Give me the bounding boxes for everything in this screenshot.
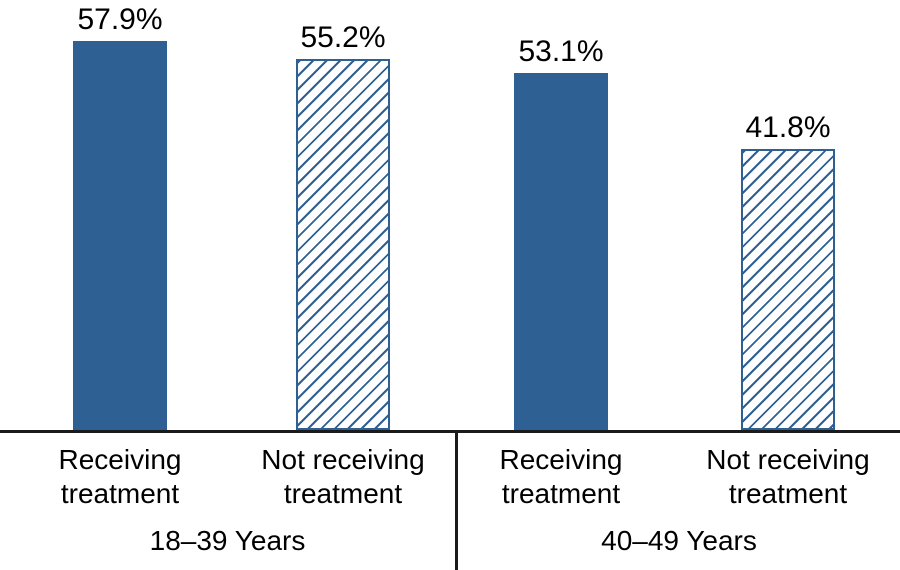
bar-slot-40-49-receiving: 53.1% [461, 0, 661, 430]
group-divider-line [455, 430, 458, 570]
bar-slot-40-49-not-receiving: 41.8% [688, 0, 888, 430]
bar-slot-18-39-receiving: 57.9% [20, 0, 220, 430]
bar-18-39-receiving [73, 41, 167, 430]
group-label-40-49: 40–49 Years [601, 525, 757, 556]
value-label: 41.8% [745, 111, 831, 144]
x-axis-line [0, 430, 900, 433]
value-label: 55.2% [300, 21, 386, 54]
value-label: 53.1% [518, 35, 604, 68]
category-label: Receiving treatment [499, 444, 623, 509]
bar-40-49-receiving [514, 73, 608, 430]
category-label: Not receiving treatment [706, 444, 870, 509]
category-label: Not receiving treatment [261, 444, 425, 509]
category-label: Receiving treatment [58, 444, 182, 509]
bar-40-49-not-receiving [741, 149, 835, 430]
bar-18-39-not-receiving [296, 59, 390, 430]
value-label: 57.9% [77, 3, 163, 36]
group-label-18-39: 18–39 Years [149, 525, 306, 556]
bar-slot-18-39-not-receiving: 55.2% [243, 0, 443, 430]
